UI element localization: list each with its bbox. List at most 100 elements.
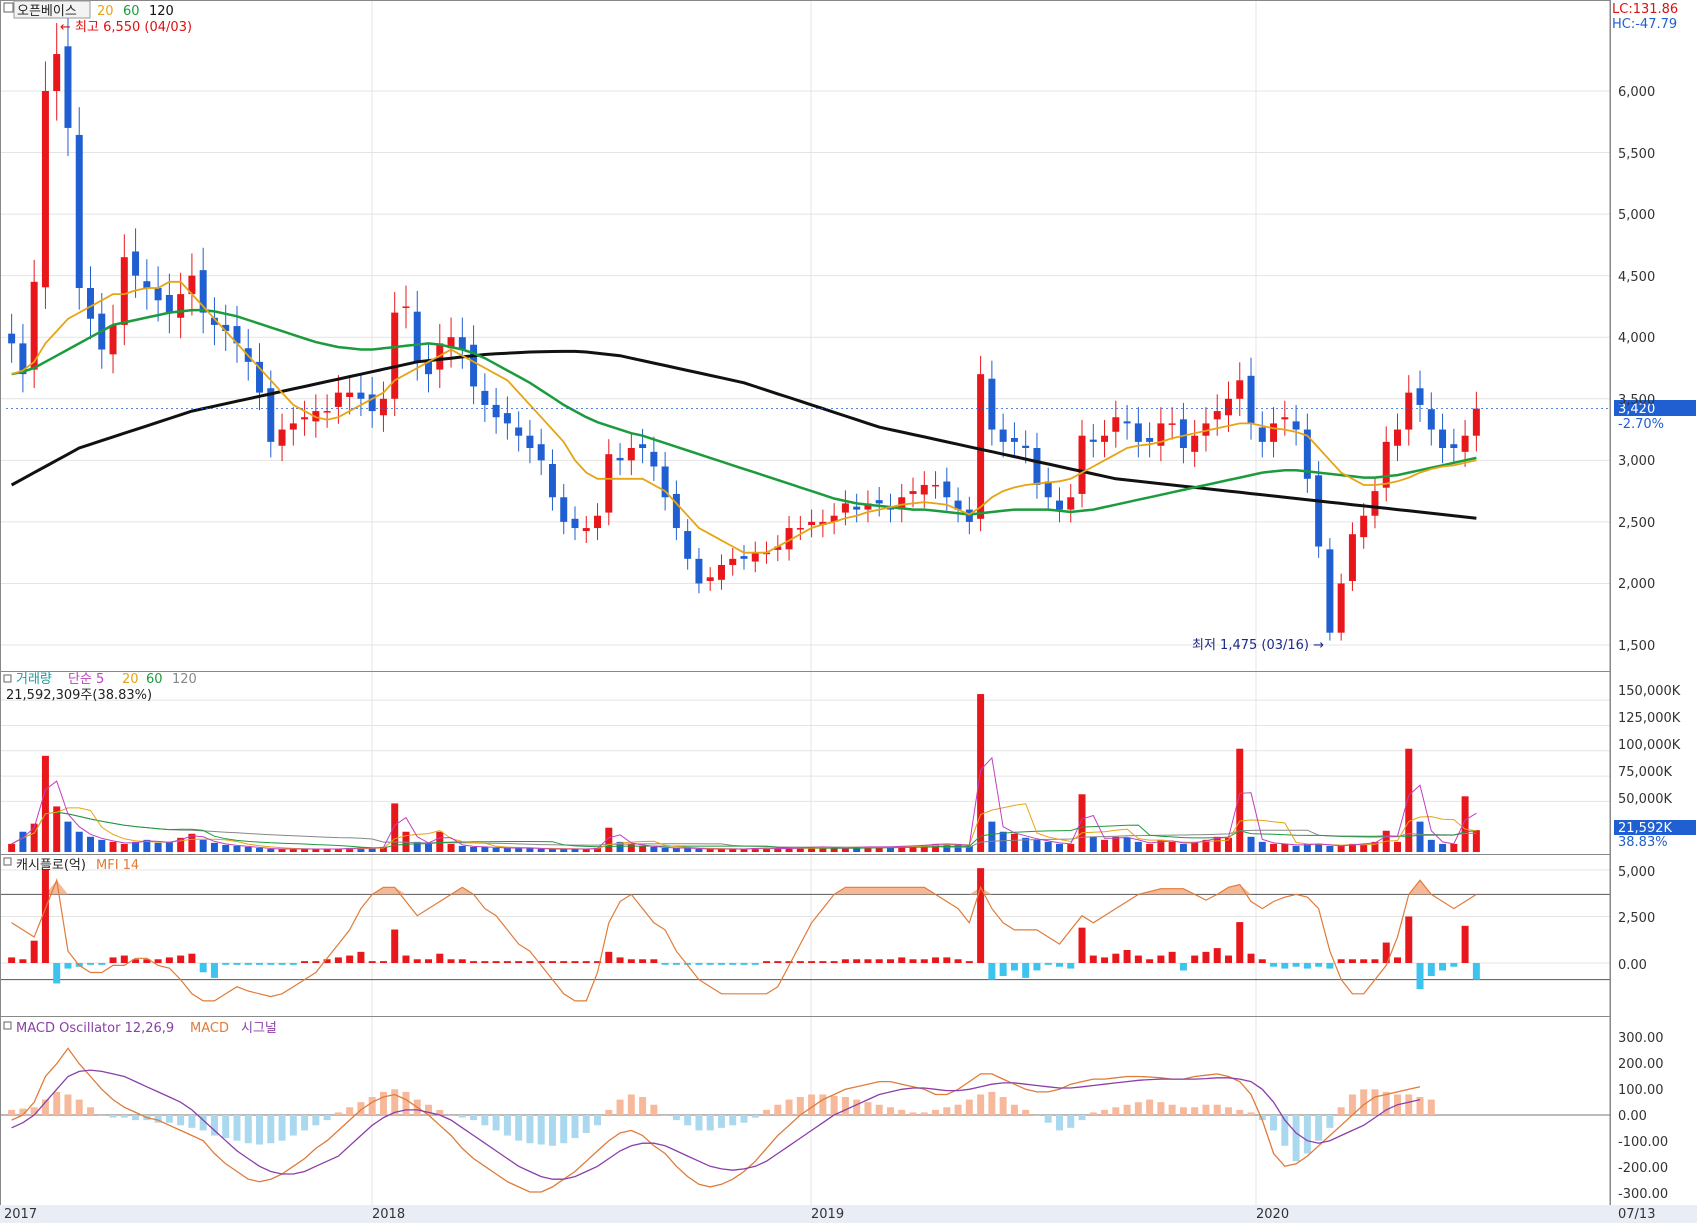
cashflow-bar <box>1281 963 1289 969</box>
macd-osc-bar <box>402 1091 410 1115</box>
cashflow-y-axis: 5,000 2,500 0.00 <box>1618 865 1655 973</box>
candle-body <box>650 451 658 467</box>
candle-body <box>165 294 173 313</box>
ma120-line <box>10 349 1477 520</box>
cashflow-bar <box>796 961 804 963</box>
macd-osc-bar <box>323 1115 331 1121</box>
volume-bar <box>1078 794 1086 852</box>
macd-osc-bar <box>19 1108 27 1115</box>
candle-body <box>1033 448 1041 485</box>
macd-osc-bar <box>312 1115 320 1126</box>
volume-bar <box>695 848 703 852</box>
candle-body <box>1157 423 1165 446</box>
macd-osc-bar <box>943 1107 951 1115</box>
volume-tick: 50,000K <box>1618 792 1672 807</box>
x-label-2020: 2020 <box>1256 1207 1289 1222</box>
volume-bar <box>537 848 545 852</box>
volume-bar <box>1033 839 1041 852</box>
volume-current: 21,592K <box>1618 821 1672 836</box>
cashflow-bar <box>537 961 545 963</box>
ticker-name: 오픈베이스 <box>17 4 77 19</box>
volume-bar <box>751 847 759 852</box>
volume-panel <box>8 694 1480 852</box>
macd-osc-bar <box>717 1115 725 1128</box>
candle-body <box>515 427 523 436</box>
macd-osc-bar <box>1202 1104 1210 1115</box>
cashflow-bar <box>1405 916 1413 963</box>
macd-osc-bar <box>436 1109 444 1115</box>
volume-bar <box>717 848 725 852</box>
macd-osc-bar <box>886 1107 894 1115</box>
cashflow-bar <box>1416 963 1424 990</box>
cashflow-bar <box>1371 959 1379 963</box>
cashflow-bar <box>909 959 917 963</box>
collapse-icon[interactable] <box>3 2 14 13</box>
x-axis-bar <box>0 1205 1697 1223</box>
macd-osc-bar <box>256 1115 264 1145</box>
cashflow-bar <box>267 963 275 965</box>
cashflow-bar <box>1055 963 1063 967</box>
volume-bar <box>1416 821 1424 852</box>
volume-bar <box>470 846 478 852</box>
cashflow-tick: 0.00 <box>1618 958 1647 973</box>
cashflow-bar <box>41 870 49 963</box>
cashflow-bar <box>639 959 647 963</box>
cashflow-bar <box>1146 959 1154 963</box>
volume-bar <box>1202 839 1210 852</box>
macd-osc-bar <box>1224 1107 1232 1115</box>
macd-osc-bar <box>650 1104 658 1115</box>
cashflow-bar <box>188 953 196 963</box>
collapse-icon[interactable] <box>3 1021 12 1030</box>
macd-osc-bar <box>1348 1094 1356 1115</box>
volume-bar <box>368 847 376 852</box>
candle-body <box>1371 491 1379 516</box>
macd-osc-bar <box>1326 1115 1334 1128</box>
cashflow-bar <box>379 961 387 963</box>
cashflow-bar <box>154 959 162 963</box>
candle-body <box>19 343 27 375</box>
candle-body <box>1461 435 1469 452</box>
volume-tick: 100,000K <box>1618 738 1681 753</box>
cashflow-bar <box>717 963 725 965</box>
candle-body <box>909 491 917 494</box>
candle-body <box>1337 583 1345 633</box>
candle-body <box>1044 481 1052 498</box>
ticker-box[interactable] <box>13 0 91 19</box>
candle-body <box>41 91 49 288</box>
candle-body <box>740 556 748 559</box>
macd-osc-bar <box>977 1094 985 1115</box>
candle-body <box>503 413 511 424</box>
cashflow-bar <box>1326 963 1334 969</box>
volume-tick: 125,000K <box>1618 711 1681 726</box>
cashflow-bar <box>785 961 793 963</box>
macd-tick: -300.00 <box>1618 1187 1668 1202</box>
volume-bar <box>1213 836 1221 852</box>
candle-body <box>132 251 140 276</box>
cashflow-tick: 2,500 <box>1618 911 1655 926</box>
collapse-icon[interactable] <box>3 857 12 866</box>
volume-bar <box>199 839 207 852</box>
macd-osc-bar <box>1168 1104 1176 1115</box>
volume-bar <box>1371 841 1379 852</box>
candle-body <box>1101 435 1109 442</box>
volume-bar <box>1010 833 1018 852</box>
volume-bar <box>357 847 365 852</box>
candle-body <box>864 503 872 510</box>
macd-osc-bar <box>1416 1097 1424 1115</box>
cashflow-bar <box>177 955 185 963</box>
cashflow-bar <box>470 961 478 963</box>
macd-osc-bar <box>481 1115 489 1126</box>
macd-osc-bar <box>932 1109 940 1115</box>
macd-osc-bar <box>1315 1115 1323 1141</box>
cashflow-bar <box>886 959 894 963</box>
candle-body <box>278 429 286 446</box>
cashflow-bar <box>1236 922 1244 963</box>
macd-osc-bar <box>503 1115 511 1136</box>
volume-bar <box>1405 748 1413 852</box>
collapse-icon[interactable] <box>3 674 12 683</box>
volume-bar <box>1055 843 1063 852</box>
macd-osc-bar <box>165 1115 173 1123</box>
volume-bar <box>323 848 331 852</box>
candle-body <box>808 521 816 526</box>
volume-bar <box>458 845 466 852</box>
